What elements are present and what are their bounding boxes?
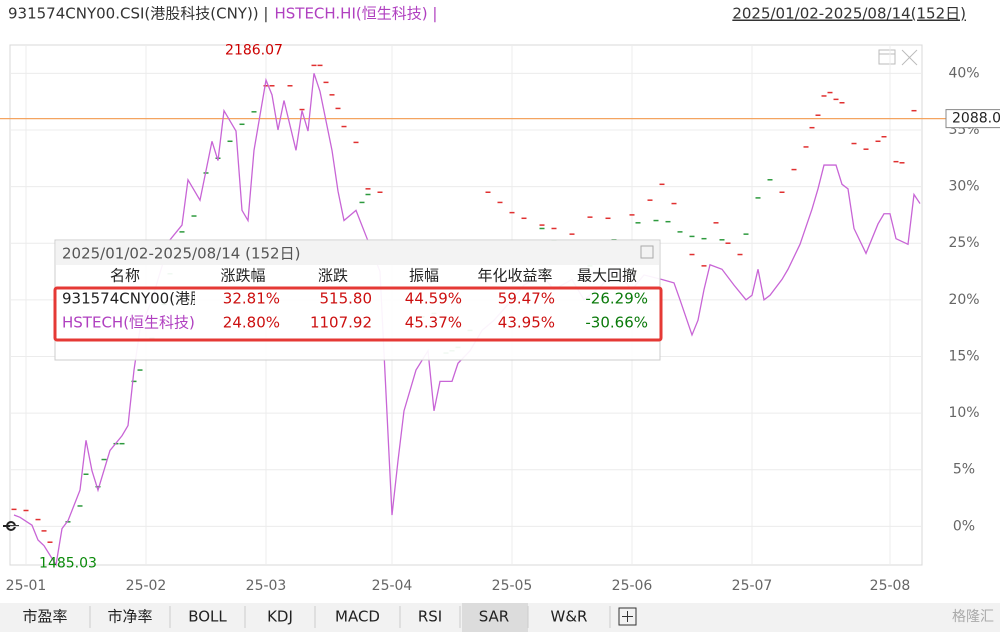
tab[interactable]: KDJ [267,608,293,626]
x-tick-label: 25-08 [870,578,911,594]
table-cell: -30.66% [585,314,648,332]
column-header: 涨跌 [318,267,348,285]
popup-title-bar [56,241,659,265]
y-tick-label: 20% [948,292,979,308]
date-range[interactable]: 2025/01/02-2025/08/14(152日) [732,5,966,23]
table-cell: 1107.92 [310,314,372,332]
tab-selected [462,603,528,632]
table-cell: 43.95% [498,314,555,332]
tab[interactable]: 市净率 [107,608,152,626]
tab[interactable]: W&R [551,608,588,626]
plot-frame [9,44,923,566]
table-cell: -26.29% [585,290,648,308]
reference-label: 2088.0 [952,111,1000,127]
y-tick-label: 5% [953,462,975,478]
header-item: HSTECH.HI(恒生科技) | [274,5,437,23]
table-cell: 515.80 [320,290,373,308]
watermark: 格隆汇 [952,609,994,625]
add-tab-icon[interactable] [618,607,637,626]
column-header: 最大回撤 [577,267,637,285]
y-tick-label: 10% [948,405,979,421]
highlight-box [53,286,663,342]
column-header: 年化收益率 [477,267,552,285]
table-cell: 931574CNY00(港股科技 [62,290,235,308]
y-tick-label: 15% [948,348,979,364]
close-icon[interactable] [640,245,654,259]
column-header: 涨跌幅 [220,267,265,285]
column-header: 振幅 [409,267,439,285]
tab[interactable]: MACD [335,608,380,626]
y-tick-label: 40% [948,65,979,81]
x-tick-label: 25-01 [6,578,47,594]
annotation: 2186.07 [225,43,283,59]
table-cell: 32.81% [223,290,280,308]
x-tick-label: 25-03 [246,578,287,594]
header-item: 931574CNY00.CSI(港股科技(CNY)) | [8,5,268,23]
x-tick-label: 25-06 [612,578,653,594]
y-tick-label: 25% [948,235,979,251]
column-header: 名称 [110,267,140,285]
x-tick-label: 25-07 [732,578,773,594]
y-tick-label: 30% [948,179,979,195]
annotation: 1485.03 [39,556,97,572]
table-cell: 44.59% [405,290,462,308]
tab[interactable]: RSI [418,608,442,626]
x-tick-label: 25-02 [126,578,167,594]
table-cell: 24.80% [223,314,280,332]
x-tick-label: 25-04 [372,578,413,594]
tab[interactable]: BOLL [188,608,227,626]
window-icons [878,49,918,66]
popup-title: 2025/01/02-2025/08/14 (152日) [62,245,300,263]
y-tick-label: 0% [953,518,975,534]
tab[interactable]: SAR [479,608,509,626]
tab[interactable]: 市盈率 [22,608,67,626]
x-tick-label: 25-05 [492,578,533,594]
table-cell: 45.37% [405,314,462,332]
reference-label-box [945,109,1000,129]
table-cell: 59.47% [498,290,555,308]
table-cell: HSTECH(恒生科技) [62,314,195,332]
